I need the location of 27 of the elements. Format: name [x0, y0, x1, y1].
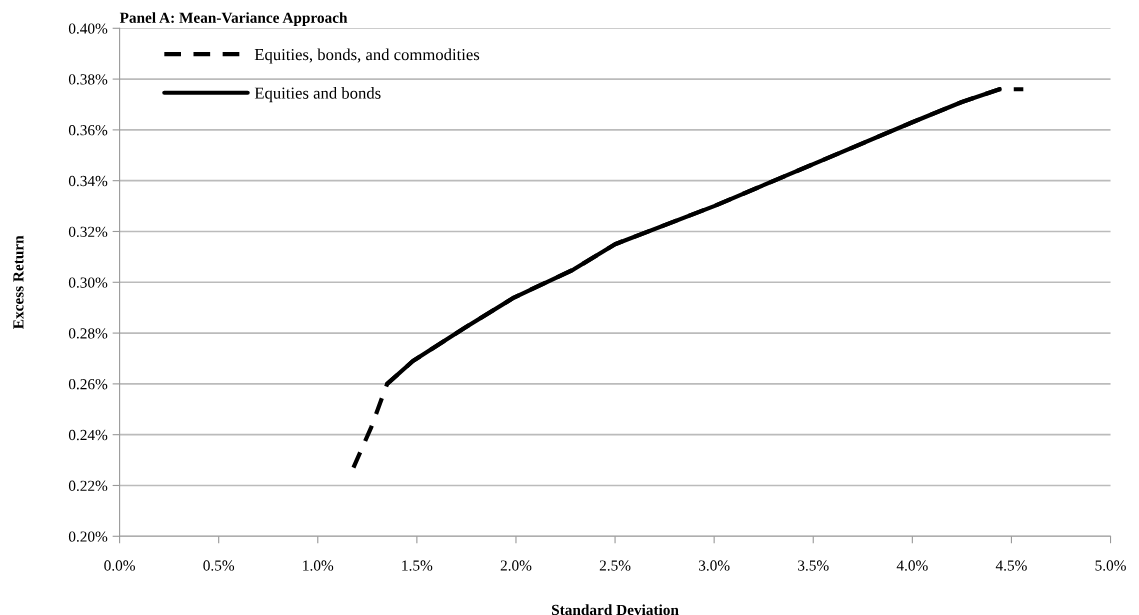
- y-tick-label: 0.38%: [68, 74, 108, 85]
- y-tick-label: 0.20%: [68, 531, 108, 542]
- y-axis-title: Excess Return: [13, 235, 24, 329]
- y-tick-label: 0.24%: [68, 429, 108, 441]
- y-tick-label: 0.26%: [68, 379, 108, 390]
- y-tick-label: 0.34%: [68, 175, 108, 187]
- x-tick-label: 3.5%: [798, 560, 829, 571]
- chart-title: Panel A: Mean-Variance Approach: [119, 12, 348, 26]
- y-tick-label: 0.28%: [68, 328, 108, 339]
- y-tick-label: 0.40%: [68, 23, 108, 34]
- y-tick-label: 0.30%: [68, 277, 108, 288]
- legend-label: Equities, bonds, and commodities: [254, 48, 480, 64]
- x-tick-label: 4.0%: [896, 560, 928, 571]
- y-tick-label: 0.36%: [68, 125, 108, 136]
- x-tick-label: 5.0%: [1095, 560, 1126, 571]
- x-tick-label: 3.0%: [698, 560, 730, 571]
- x-axis-title: Standard Deviation: [552, 604, 679, 615]
- x-tick-label: 0.5%: [203, 560, 235, 571]
- x-tick-label: 1.0%: [303, 560, 334, 571]
- x-tick-label: 2.0%: [500, 560, 532, 571]
- x-tick-label: 4.5%: [995, 560, 1027, 571]
- legend-label: Equities and bonds: [254, 87, 381, 103]
- y-tick-label: 0.22%: [68, 480, 108, 491]
- x-tick-label: 1.5%: [402, 560, 433, 571]
- x-tick-label: 0.0%: [104, 560, 135, 571]
- x-tick-label: 2.5%: [599, 560, 631, 571]
- y-tick-label: 0.32%: [68, 226, 108, 237]
